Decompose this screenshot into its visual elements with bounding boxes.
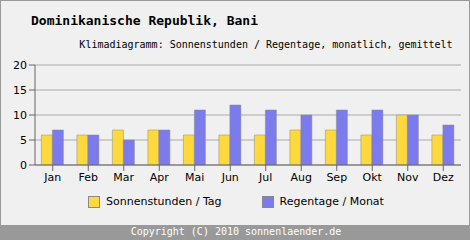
html-text:Dominikanische Republik, Bani: Dominikanische Republik, Bani (31, 13, 258, 28)
svg-text:Dez: Dez (433, 171, 454, 184)
svg-text:0: 0 (20, 159, 27, 172)
svg-text:20: 20 (13, 59, 27, 72)
svg-text:Sep: Sep (326, 171, 347, 184)
svg-text:Apr: Apr (150, 171, 170, 184)
svg-text:Feb: Feb (79, 171, 98, 184)
svg-text:Mai: Mai (185, 171, 204, 184)
html-text:Sonnenstunden / Tag: Sonnenstunden / Tag (106, 195, 222, 208)
svg-text:Jun: Jun (221, 171, 239, 184)
html-text:Copyright (C) 2010 sonnenlaend: Copyright (C) 2010 sonnenlaender.de (130, 226, 342, 237)
svg-text:10: 10 (13, 109, 27, 122)
svg-text:Mar: Mar (113, 171, 134, 184)
html-text:Regentage / Monat: Regentage / Monat (279, 195, 384, 208)
svg-text:Okt: Okt (363, 171, 383, 184)
svg-text:Jan: Jan (43, 171, 61, 184)
svg-text:5: 5 (20, 134, 27, 147)
svg-text:Aug: Aug (291, 171, 312, 184)
svg-text:Nov: Nov (397, 171, 419, 184)
html-text:Klimadiagramm: Sonnenstunden /: Klimadiagramm: Sonnenstunden / Regentage… (79, 39, 453, 50)
svg-text:Jul: Jul (258, 171, 272, 184)
svg-text:15: 15 (13, 84, 27, 97)
